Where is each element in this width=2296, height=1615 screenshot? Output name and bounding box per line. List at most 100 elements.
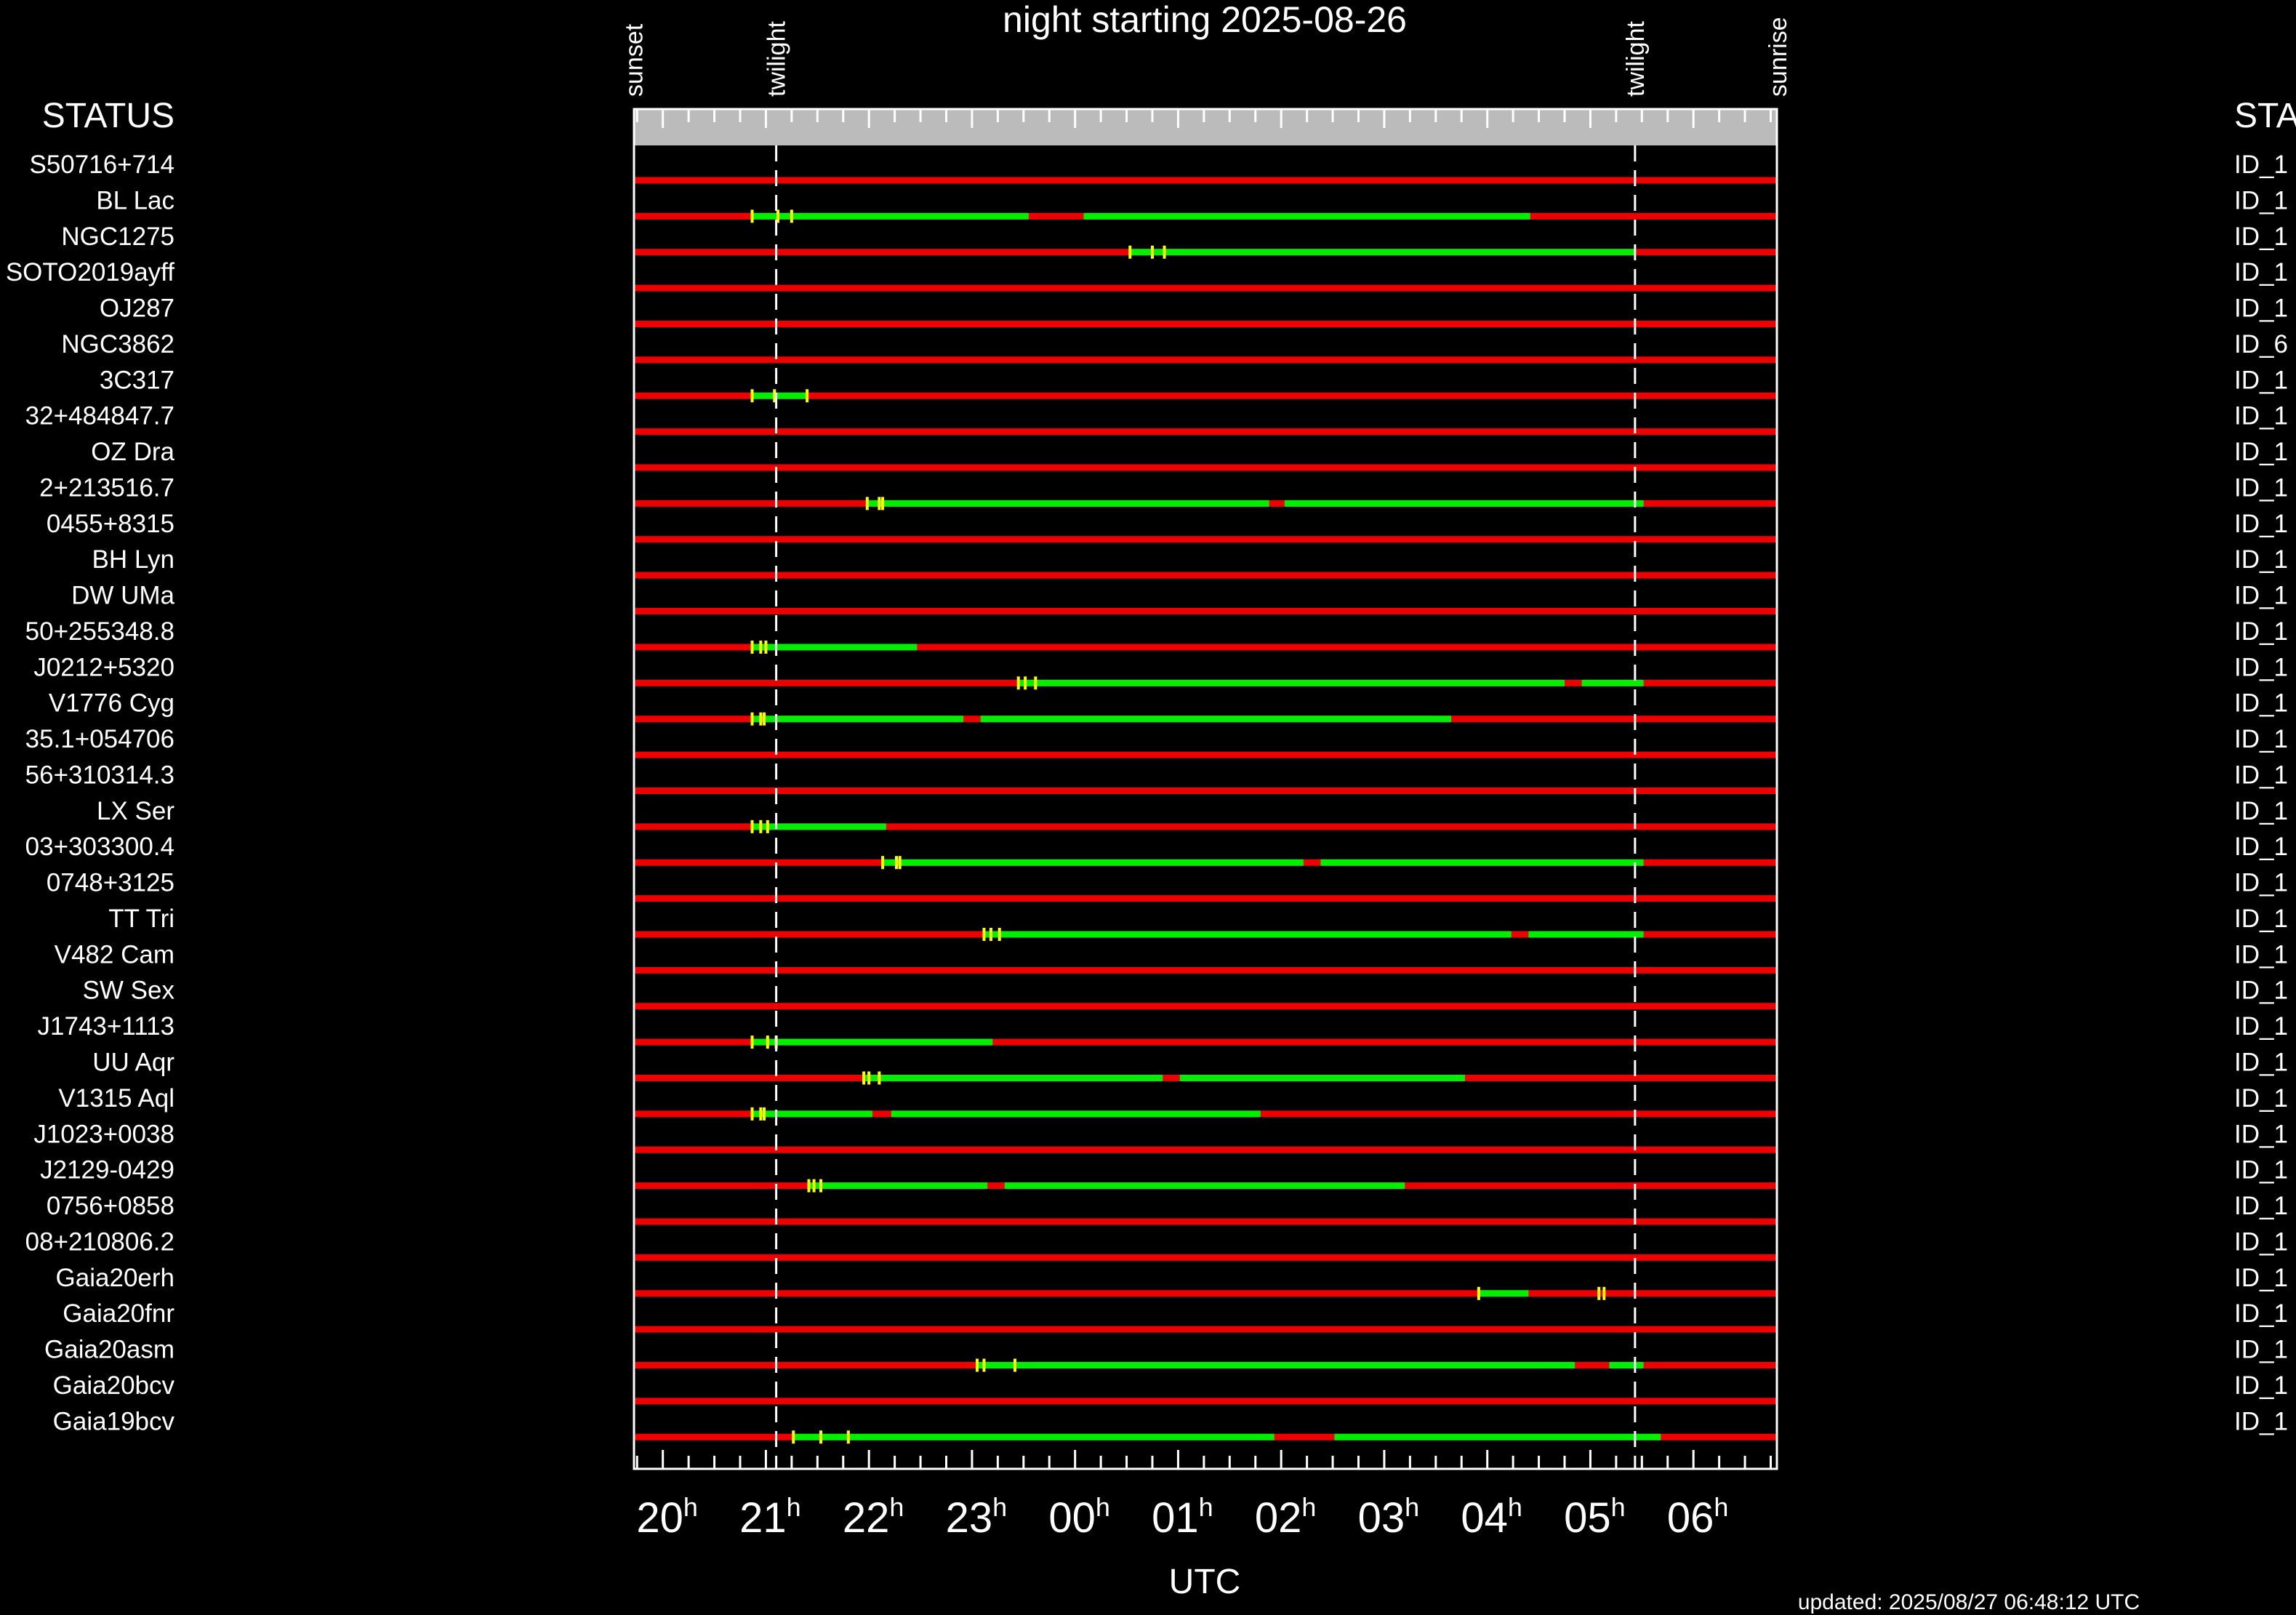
- target-name: BH Lyn: [92, 545, 174, 574]
- target-id: ID_1: [2234, 1299, 2288, 1328]
- target-name: Gaia20bcv: [53, 1371, 175, 1400]
- target-name: 0756+0858: [47, 1192, 174, 1220]
- target-id: ID_1: [2234, 1407, 2288, 1435]
- event-label: sunrise: [1765, 17, 1792, 97]
- target-row: Gaia20asm ID_1: [44, 1336, 2288, 1372]
- target-name: NGC1275: [61, 223, 174, 251]
- target-row: J1023+0038 ID_1: [33, 1120, 2288, 1153]
- status-header-left: STATUS: [42, 97, 174, 135]
- chart-title: night starting 2025-08-26: [1003, 0, 1407, 40]
- target-name: 3C317: [100, 366, 174, 394]
- target-row: OZ Dra ID_1: [91, 438, 2288, 471]
- target-id: ID_1: [2234, 977, 2288, 1005]
- target-row: BL Lac ID_1: [96, 186, 2288, 223]
- target-id: ID_1: [2234, 366, 2288, 394]
- target-name: NGC3862: [61, 330, 174, 358]
- target-row: Gaia20fnr ID_1: [63, 1299, 2288, 1333]
- target-row: J1743+1113 ID_1: [38, 1012, 2288, 1049]
- target-name: J0212+5320: [33, 653, 174, 681]
- target-name: 56+310314.3: [25, 761, 174, 789]
- target-name: LX Ser: [97, 797, 174, 825]
- target-row: NGC1275 ID_1: [61, 223, 2288, 259]
- target-name: V1315 Aql: [58, 1084, 174, 1113]
- target-id: ID_1: [2234, 1156, 2288, 1185]
- target-name: Gaia19bcv: [53, 1407, 175, 1435]
- target-row: 50+255348.8 ID_1: [25, 617, 2288, 654]
- target-id: ID_1: [2234, 725, 2288, 753]
- target-row: Gaia20bcv ID_1: [53, 1371, 2288, 1405]
- target-name: Gaia20fnr: [63, 1299, 174, 1328]
- target-id: ID_1: [2234, 1371, 2288, 1400]
- target-row: 35.1+054706 ID_1: [25, 725, 2288, 758]
- target-row: BH Lyn ID_1: [92, 545, 2288, 579]
- target-name: TT Tri: [108, 905, 174, 933]
- target-name: V1776 Cyg: [49, 689, 174, 718]
- target-id: ID_1: [2234, 797, 2288, 825]
- target-id: ID_1: [2234, 258, 2288, 286]
- target-name: SW Sex: [83, 977, 175, 1005]
- target-id: ID_1: [2234, 653, 2288, 681]
- target-id: ID_1: [2234, 1227, 2288, 1256]
- target-name: J2129-0429: [40, 1156, 174, 1185]
- target-row: TT Tri ID_1: [108, 905, 2288, 941]
- target-name: DW UMa: [71, 582, 174, 610]
- target-id: ID_6: [2234, 330, 2288, 358]
- target-name: 32+484847.7: [25, 402, 174, 430]
- target-row: Gaia19bcv ID_1: [53, 1407, 2288, 1444]
- target-id: ID_1: [2234, 905, 2288, 933]
- target-id: ID_1: [2234, 869, 2288, 897]
- target-row: LX Ser ID_1: [97, 797, 2288, 833]
- axis-ticks: [635, 109, 1772, 1469]
- target-id: ID_1: [2234, 1084, 2288, 1113]
- target-id: ID_1: [2234, 1264, 2288, 1292]
- event-label: twilight: [1622, 21, 1650, 97]
- target-id: ID_1: [2234, 545, 2288, 574]
- target-row: 03+303300.4 ID_1: [25, 833, 2288, 870]
- target-row: OJ287 ID_1: [100, 294, 2288, 328]
- target-row: V482 Cam ID_1: [55, 940, 2288, 974]
- target-id: ID_1: [2234, 294, 2288, 323]
- target-id: ID_1: [2234, 1192, 2288, 1220]
- target-row: UU Aqr ID_1: [92, 1049, 2288, 1085]
- target-name: Gaia20asm: [44, 1336, 174, 1364]
- target-name: OJ287: [100, 294, 174, 323]
- x-axis-label: UTC: [1169, 1563, 1241, 1601]
- target-row: V1315 Aql ID_1: [58, 1084, 2288, 1121]
- target-row: 0455+8315 ID_1: [47, 510, 2288, 543]
- target-id: ID_1: [2234, 833, 2288, 861]
- target-row: 08+210806.2 ID_1: [25, 1227, 2288, 1261]
- target-name: Gaia20erh: [56, 1264, 174, 1292]
- target-id: ID_1: [2234, 1336, 2288, 1364]
- target-id: ID_1: [2234, 761, 2288, 789]
- target-name: OZ Dra: [91, 438, 174, 466]
- target-id: ID_1: [2234, 402, 2288, 430]
- target-id: ID_1: [2234, 1012, 2288, 1041]
- target-name: 0748+3125: [47, 869, 174, 897]
- target-name: 03+303300.4: [25, 833, 174, 861]
- plot-frame: [633, 108, 1778, 1470]
- tick-label: 01h: [1152, 1492, 1213, 1542]
- tick-label: 05h: [1564, 1492, 1626, 1542]
- target-name: 35.1+054706: [25, 725, 174, 753]
- target-name: SOTO2019ayff: [6, 258, 174, 286]
- target-name: J1023+0038: [33, 1120, 174, 1148]
- target-row: S50716+714 ID_1: [29, 151, 2288, 184]
- target-row: 32+484847.7 ID_1: [25, 402, 2288, 436]
- target-id: ID_1: [2234, 1049, 2288, 1077]
- target-id: ID_1: [2234, 1120, 2288, 1148]
- target-row: J2129-0429 ID_1: [40, 1156, 2288, 1193]
- target-id: ID_1: [2234, 617, 2288, 646]
- target-row: SW Sex ID_1: [83, 977, 2288, 1010]
- status-header-right: STA: [2234, 97, 2296, 135]
- target-row: 56+310314.3 ID_1: [25, 761, 2288, 794]
- target-row: J0212+5320 ID_1: [33, 653, 2288, 690]
- tick-label: 00h: [1048, 1492, 1110, 1542]
- time-header-band: [634, 109, 1777, 145]
- target-name: J1743+1113: [38, 1012, 174, 1041]
- event-label: sunset: [621, 23, 649, 97]
- target-row: SOTO2019ayff ID_1: [6, 258, 2288, 292]
- target-row: 3C317 ID_1: [100, 366, 2288, 403]
- target-name: V482 Cam: [55, 940, 174, 969]
